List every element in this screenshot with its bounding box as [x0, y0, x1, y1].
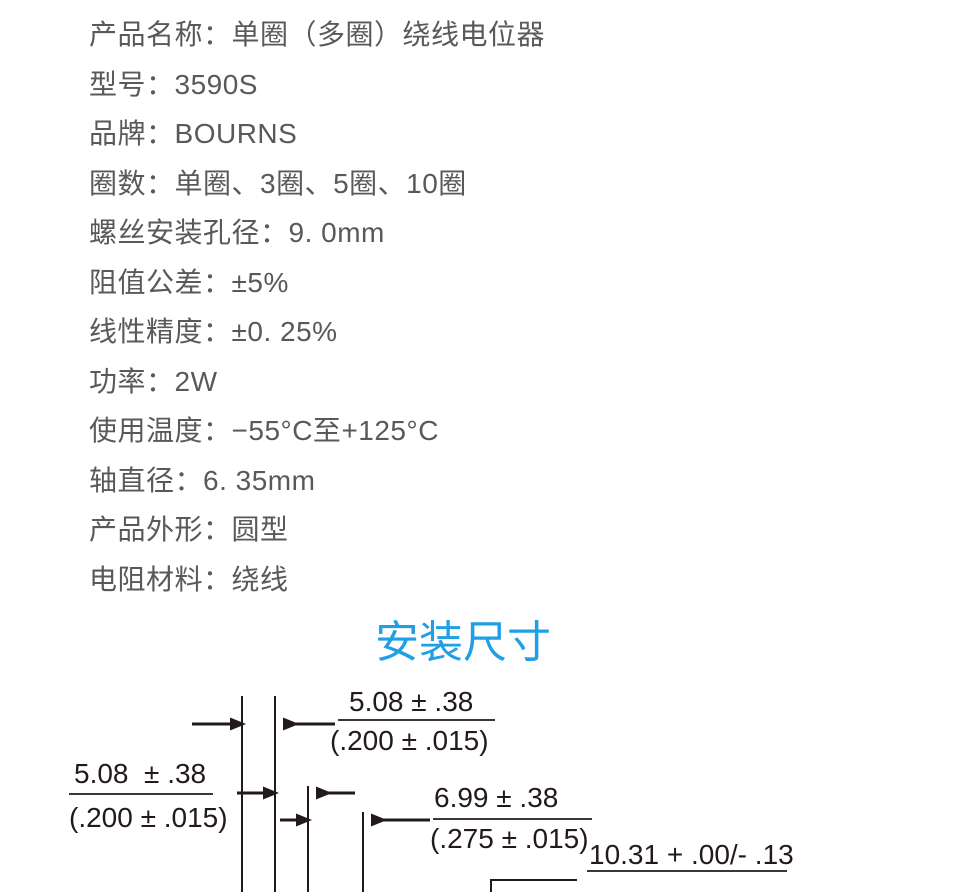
- svg-text:(.200 ± .015): (.200 ± .015): [69, 802, 228, 833]
- svg-text:10.31 + .00/- .13: 10.31 + .00/- .13: [589, 839, 794, 870]
- svg-text:(.200 ± .015): (.200 ± .015): [330, 725, 489, 756]
- svg-text:(.275 ± .015): (.275 ± .015): [430, 823, 589, 854]
- svg-text:6.99 ± .38: 6.99 ± .38: [434, 782, 558, 813]
- svg-text:5.08 ± .38: 5.08 ± .38: [349, 686, 473, 717]
- svg-text:5.08 ± .38: 5.08 ± .38: [74, 758, 206, 789]
